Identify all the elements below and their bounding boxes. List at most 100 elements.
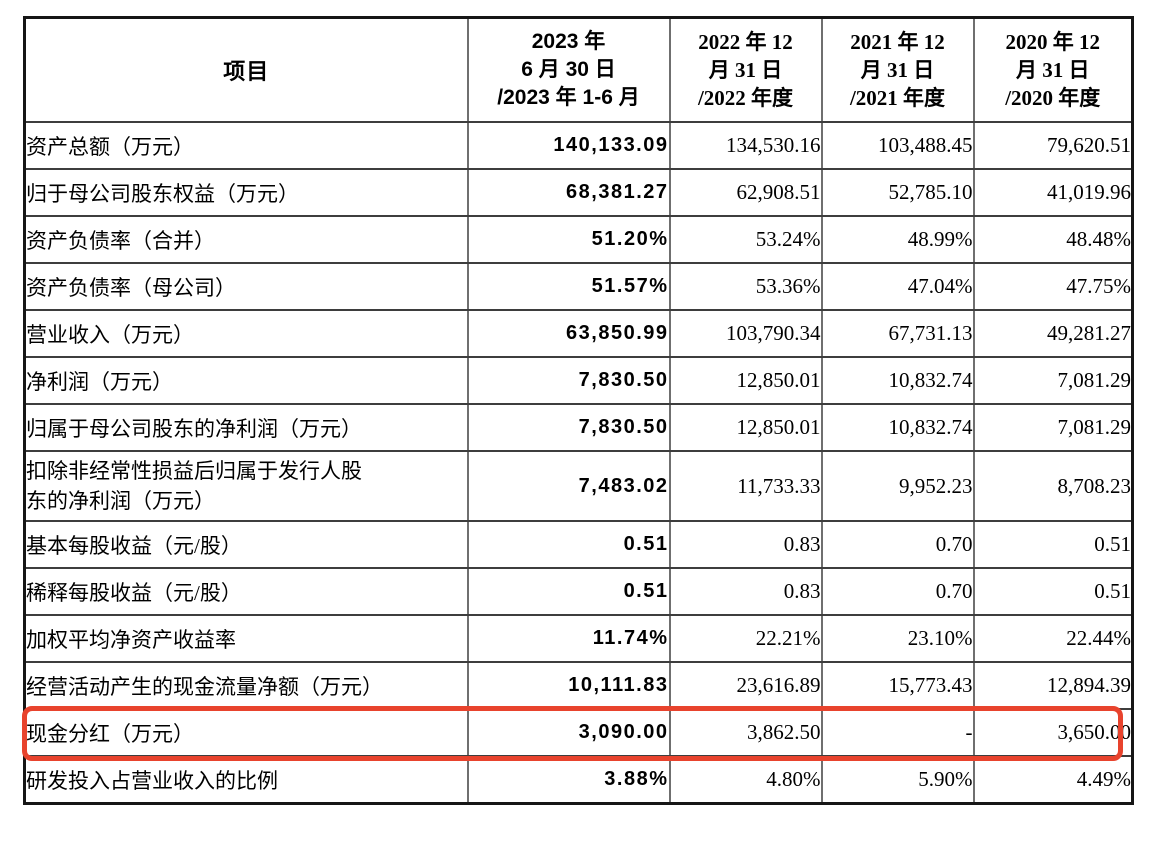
header-line: /2022 年度 [697,86,794,110]
table-row-diluted-eps: 稀释每股收益（元/股） 0.51 0.83 0.70 0.51 [23,567,1134,616]
cell-2022: 0.83 [668,567,823,616]
cell-2020: 12,894.39 [972,661,1134,710]
cell-2021: 10,832.74 [820,403,975,452]
header-period-2023h1: 2023 年 6 月 30 日 /2023 年 1-6 月 [466,16,671,123]
row-label: 资产负债率（合并） [23,215,469,264]
header-line: 月 31 日 [1016,58,1090,82]
cell-2021: 48.99% [820,215,975,264]
table-row-operating-cash-flow: 经营活动产生的现金流量净额（万元） 10,111.83 23,616.89 15… [23,661,1134,710]
cell-2022: 23,616.89 [668,661,823,710]
cell-2022: 12,850.01 [668,356,823,405]
table-row-weighted-roe: 加权平均净资产收益率 11.74% 22.21% 23.10% 22.44% [23,614,1134,663]
row-label-text: 扣除非经常性损益后归属于发行人股东的净利润（万元） [26,459,362,513]
cell-2022: 0.83 [668,520,823,569]
cell-2021: 23.10% [820,614,975,663]
row-label-text: 资产负债率（母公司） [26,275,236,300]
cell-2022: 134,530.16 [668,121,823,170]
cell-2021: 67,731.13 [820,309,975,358]
header-line: 月 31 日 [708,58,783,82]
table-row-net-profit: 净利润（万元） 7,830.50 12,850.01 10,832.74 7,0… [23,356,1134,405]
row-label: 归属于母公司股东的净利润（万元） [23,403,469,452]
cell-2023: 11.74% [466,614,671,663]
row-label-text: 营业收入（万元） [26,322,194,347]
header-line: 2023 年 [531,30,606,53]
header-line: /2021 年度 [849,86,946,110]
cell-2021: 5.90% [820,755,975,805]
cell-2023: 68,381.27 [466,168,671,217]
row-label: 净利润（万元） [23,356,469,405]
cell-2023: 3.88% [466,755,671,805]
cell-2022: 12,850.01 [668,403,823,452]
cell-2020: 7,081.29 [972,403,1134,452]
header-item: 项目 [23,16,469,123]
cell-2023: 51.20% [466,215,671,264]
cell-2023: 7,830.50 [466,356,671,405]
cell-2023: 63,850.99 [466,309,671,358]
cell-2023: 51.57% [466,262,671,311]
header-line: /2023 年 1-6 月 [497,86,640,109]
table-row-revenue: 营业收入（万元） 63,850.99 103,790.34 67,731.13 … [23,309,1134,358]
financial-indicators-table: 项目 2023 年 6 月 30 日 /2023 年 1-6 月 2022 年 … [22,16,1134,805]
table-row-net-profit-deducted: 扣除非经常性损益后归属于发行人股东的净利润（万元） 7,483.02 11,73… [23,450,1134,522]
row-label-text: 基本每股收益（元/股） [26,533,242,558]
cell-2022: 53.24% [668,215,823,264]
cell-2023: 10,111.83 [466,661,671,710]
cell-2021: 0.70 [820,520,975,569]
table-row-debt-ratio-parent: 资产负债率（母公司） 51.57% 53.36% 47.04% 47.75% [23,262,1134,311]
row-label-text: 资产总额（万元） [26,134,194,159]
table-header-row: 项目 2023 年 6 月 30 日 /2023 年 1-6 月 2022 年 … [23,16,1134,123]
cell-2023: 0.51 [466,520,671,569]
header-period-2020: 2020 年 12 月 31 日 /2020 年度 [972,16,1134,123]
header-line: /2020 年度 [1005,86,1101,110]
cell-2021: 10,832.74 [820,356,975,405]
table-row-debt-ratio-consolidated: 资产负债率（合并） 51.20% 53.24% 48.99% 48.48% [23,215,1134,264]
cell-2023: 7,830.50 [466,403,671,452]
cell-2020: 7,081.29 [972,356,1134,405]
cell-2020: 48.48% [972,215,1134,264]
row-label: 资产总额（万元） [23,121,469,170]
cell-2020: 8,708.23 [972,450,1134,522]
header-line: 6 月 30 日 [521,58,616,81]
cell-2020: 0.51 [972,567,1134,616]
table-row-net-profit-parent: 归属于母公司股东的净利润（万元） 7,830.50 12,850.01 10,8… [23,403,1134,452]
table-row-parent-equity: 归于母公司股东权益（万元） 68,381.27 62,908.51 52,785… [23,168,1134,217]
cell-2021: - [820,708,975,757]
cell-2022: 3,862.50 [668,708,823,757]
row-label: 归于母公司股东权益（万元） [23,168,469,217]
row-label: 经营活动产生的现金流量净额（万元） [23,661,469,710]
row-label: 现金分红（万元） [22,706,1123,761]
cell-2023: 7,483.02 [466,450,671,522]
table-row-total-assets: 资产总额（万元） 140,133.09 134,530.16 103,488.4… [23,121,1134,170]
cell-2021: 0.70 [820,567,975,616]
row-label-text: 经营活动产生的现金流量净额（万元） [26,674,383,699]
cell-2021: 9,952.23 [820,450,975,522]
table-row-basic-eps: 基本每股收益（元/股） 0.51 0.83 0.70 0.51 [23,520,1134,569]
row-label: 营业收入（万元） [23,309,469,358]
cell-2023: 3,090.00 [466,708,671,757]
row-label: 基本每股收益（元/股） [23,520,469,569]
row-label-text: 净利润（万元） [26,369,173,394]
cell-2023: 140,133.09 [466,121,671,170]
row-label-text: 归于母公司股东权益（万元） [26,181,299,206]
cell-2022: 4.80% [668,755,823,805]
cell-2020: 3,650.00 [972,708,1134,757]
cell-2022: 22.21% [668,614,823,663]
row-label: 研发投入占营业收入的比例 [23,755,469,805]
cell-2021: 15,773.43 [820,661,975,710]
header-line: 2022 年 12 [698,30,793,54]
row-label-text: 加权平均净资产收益率 [26,627,236,652]
cell-2022: 53.36% [668,262,823,311]
row-label-text: 稀释每股收益（元/股） [26,580,242,605]
table-row-rd-ratio: 研发投入占营业收入的比例 3.88% 4.80% 5.90% 4.49% [23,755,1134,805]
cell-2022: 62,908.51 [668,168,823,217]
cell-2020: 79,620.51 [972,121,1134,170]
cell-2021: 47.04% [820,262,975,311]
cell-2020: 41,019.96 [972,168,1134,217]
cell-2023: 0.51 [466,567,671,616]
header-period-2022: 2022 年 12 月 31 日 /2022 年度 [668,16,823,123]
header-line: 2021 年 12 [850,30,945,54]
row-label: 加权平均净资产收益率 [23,614,469,663]
cell-2020: 47.75% [972,262,1134,311]
cell-2022: 11,733.33 [668,450,823,522]
